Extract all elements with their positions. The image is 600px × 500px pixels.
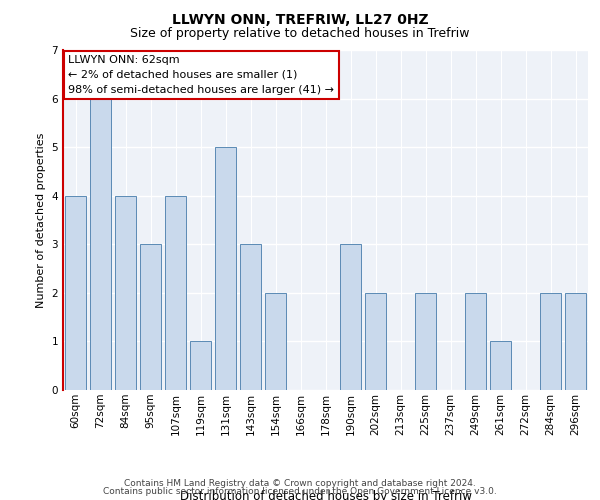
Bar: [340, 244, 361, 390]
Bar: [540, 293, 561, 390]
Bar: [265, 293, 286, 390]
Bar: [415, 293, 436, 390]
Bar: [165, 196, 186, 390]
Text: Contains public sector information licensed under the Open Government Licence v3: Contains public sector information licen…: [103, 487, 497, 496]
Bar: [90, 98, 111, 390]
Bar: [565, 293, 586, 390]
Bar: [240, 244, 261, 390]
Bar: [190, 342, 211, 390]
Bar: [365, 293, 386, 390]
Y-axis label: Number of detached properties: Number of detached properties: [36, 132, 46, 308]
Text: LLWYN ONN: 62sqm
← 2% of detached houses are smaller (1)
98% of semi-detached ho: LLWYN ONN: 62sqm ← 2% of detached houses…: [68, 55, 334, 94]
Bar: [115, 196, 136, 390]
Bar: [140, 244, 161, 390]
Bar: [215, 147, 236, 390]
X-axis label: Distribution of detached houses by size in Trefriw: Distribution of detached houses by size …: [179, 490, 472, 500]
Bar: [490, 342, 511, 390]
Text: LLWYN ONN, TREFRIW, LL27 0HZ: LLWYN ONN, TREFRIW, LL27 0HZ: [172, 12, 428, 26]
Bar: [65, 196, 86, 390]
Text: Contains HM Land Registry data © Crown copyright and database right 2024.: Contains HM Land Registry data © Crown c…: [124, 478, 476, 488]
Text: Size of property relative to detached houses in Trefriw: Size of property relative to detached ho…: [130, 28, 470, 40]
Bar: [465, 293, 486, 390]
